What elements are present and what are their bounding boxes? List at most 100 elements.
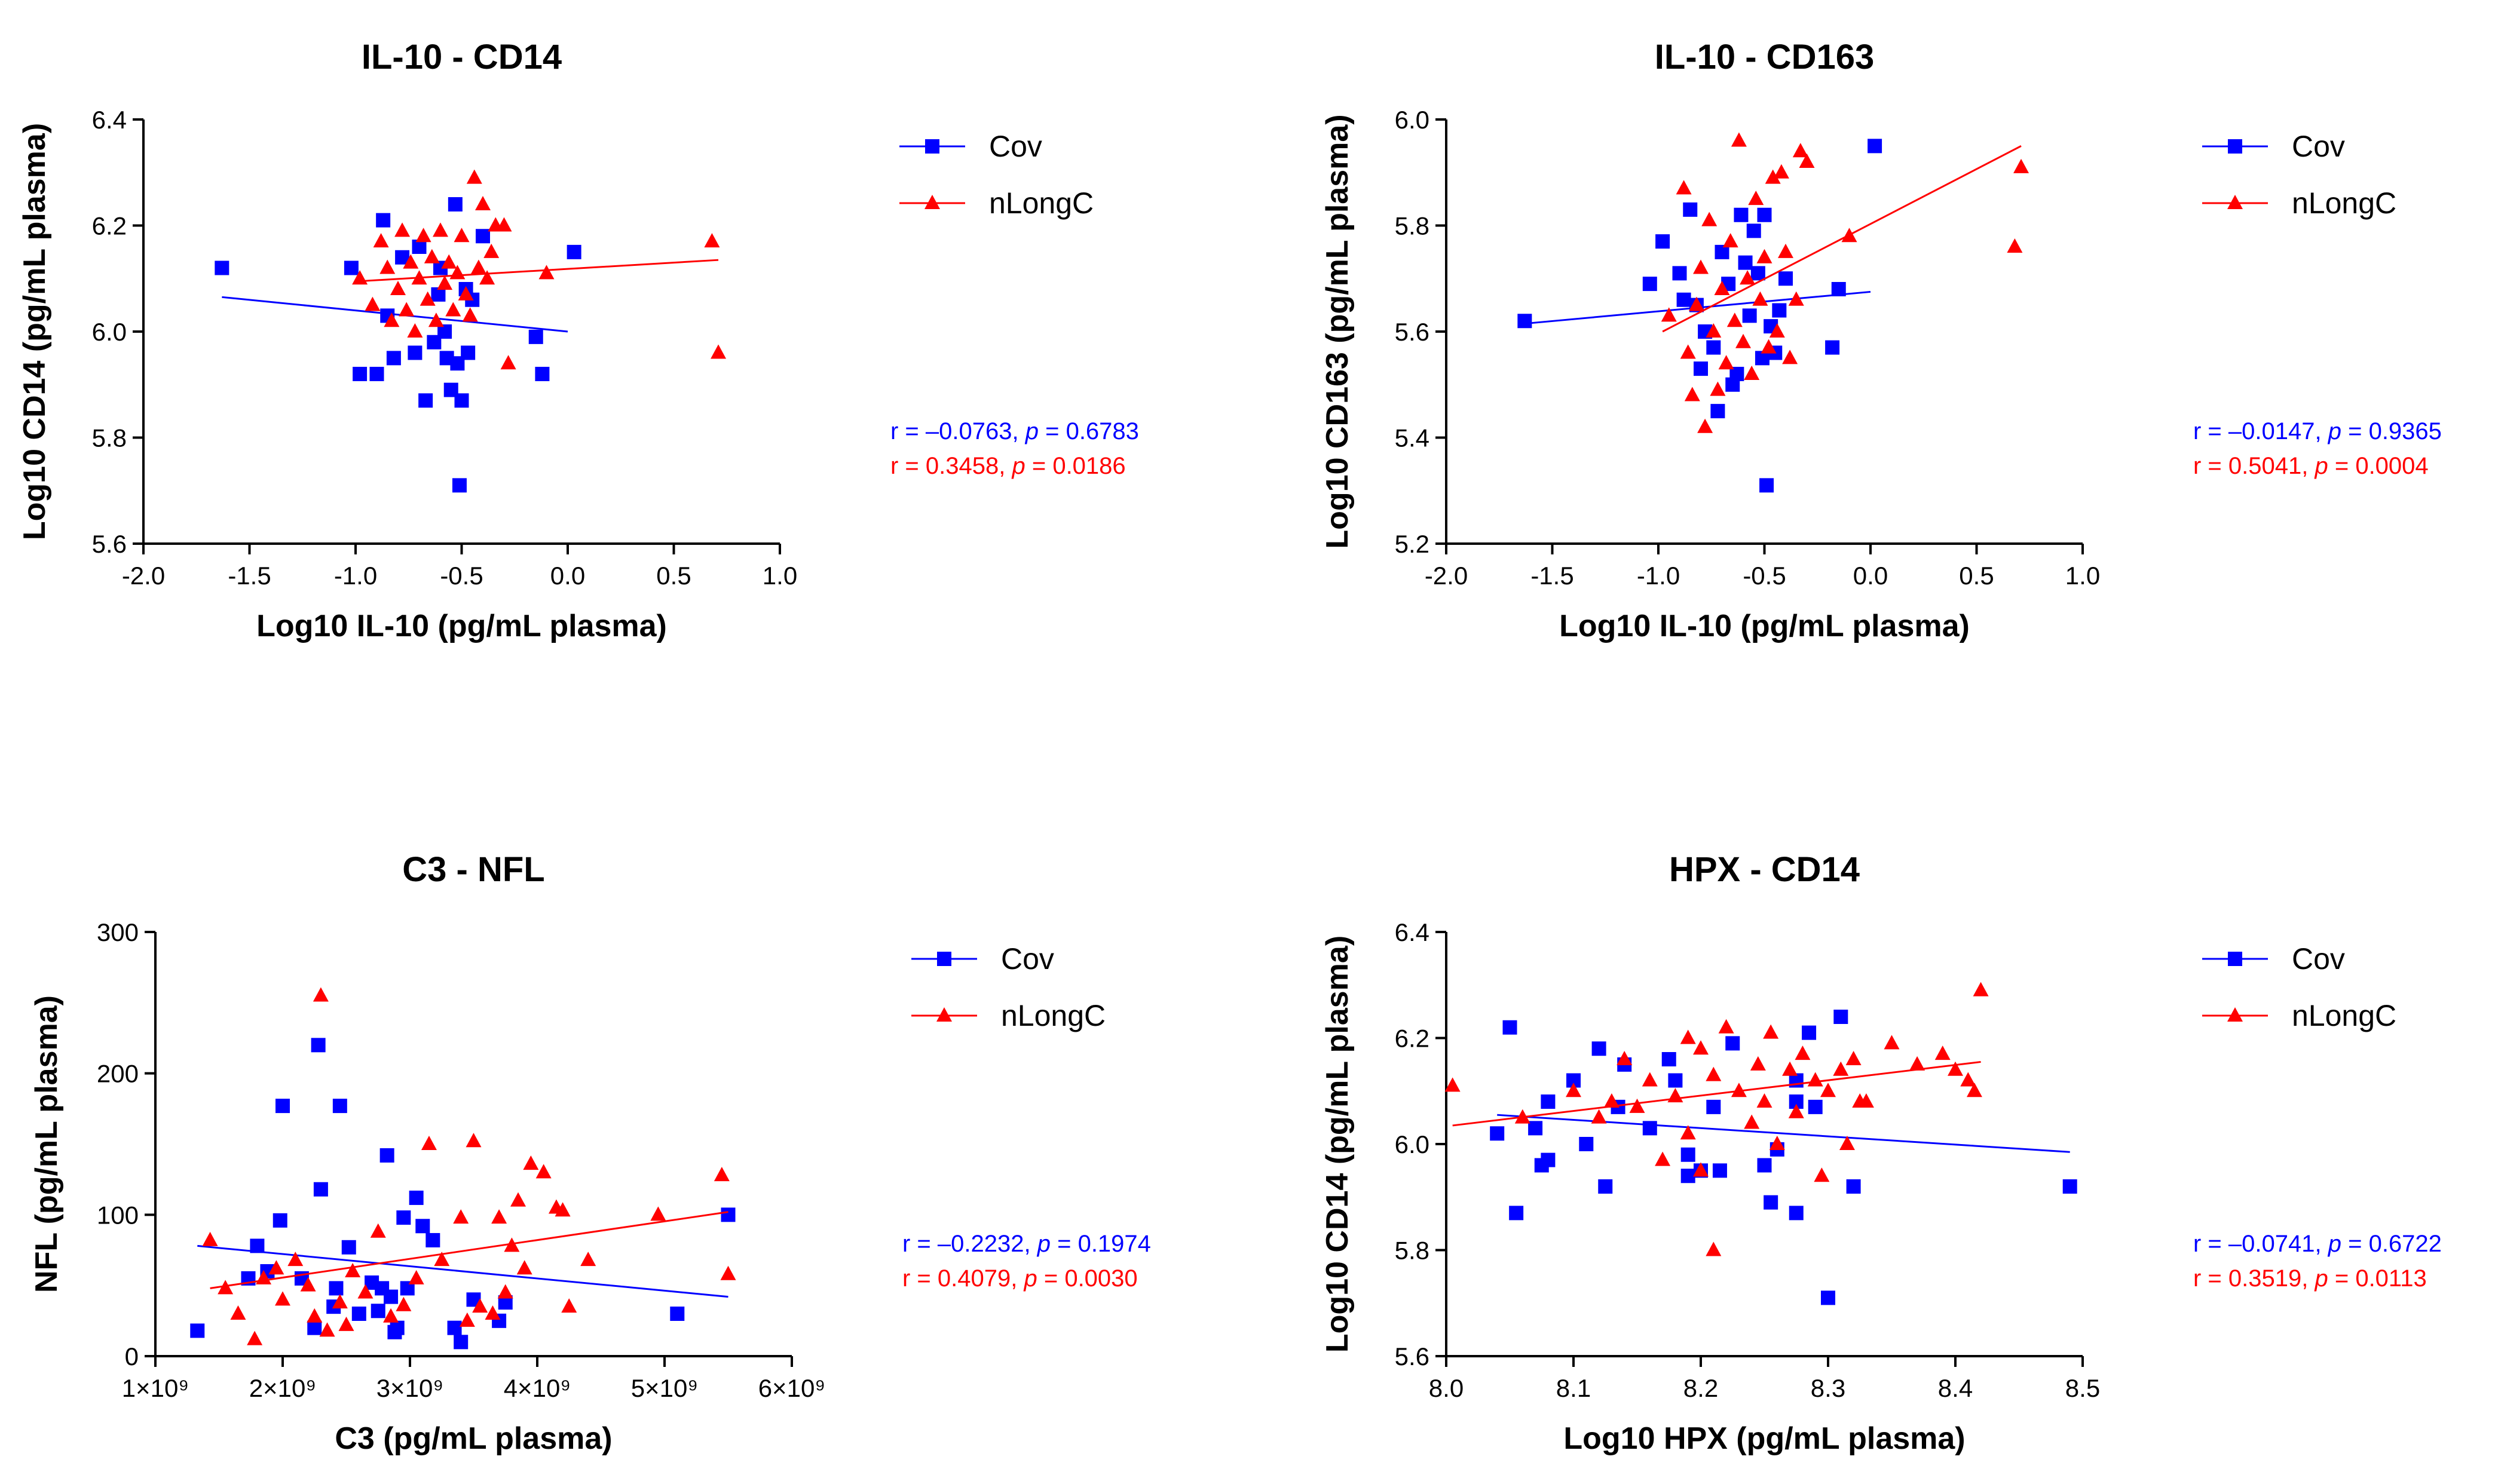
data-point: [1672, 266, 1687, 281]
data-point: [1799, 154, 1815, 168]
stat-text: r = 0.5041, p = 0.0004: [2193, 453, 2429, 479]
data-point: [1833, 1010, 1848, 1024]
y-tick-label: 0: [125, 1342, 139, 1370]
data-point: [1566, 1083, 1581, 1097]
data-point: [1846, 1179, 1861, 1194]
data-point: [711, 344, 727, 359]
data-point: [1668, 1073, 1683, 1088]
data-point: [407, 323, 423, 338]
y-tick-label: 5.2: [1395, 530, 1429, 558]
y-tick-label: 6.2: [1395, 1025, 1429, 1053]
x-tick-label: -2.0: [1425, 562, 1468, 590]
stat-p-value: = 0.6783: [1039, 418, 1139, 444]
stat-p-symbol: p: [1025, 418, 1039, 444]
data-point: [452, 478, 467, 493]
data-point: [1701, 211, 1718, 226]
data-point: [458, 286, 474, 301]
data-point: [1757, 207, 1772, 222]
series-cov: [1490, 1010, 2077, 1305]
x-tick-label: -1.0: [334, 562, 377, 590]
y-axis-label: NFL (pg/mL plasma): [29, 995, 64, 1293]
data-point: [1731, 132, 1747, 147]
data-point: [1661, 307, 1677, 322]
data-point: [1792, 143, 1808, 158]
y-tick-label: 6.2: [92, 212, 127, 240]
legend-label: Cov: [2292, 130, 2345, 163]
y-tick-label: 5.8: [1395, 212, 1429, 240]
data-point: [1744, 366, 1760, 380]
data-point: [1821, 1290, 1835, 1305]
regression-line: [1452, 1060, 1981, 1127]
regression-line: [222, 296, 568, 333]
data-point: [714, 1167, 730, 1182]
data-point: [535, 1164, 552, 1179]
data-point: [371, 1304, 385, 1319]
data-point: [1680, 344, 1696, 359]
data-point: [475, 196, 491, 210]
regression-line: [197, 1244, 728, 1298]
data-point: [1444, 1077, 1461, 1092]
chart-title: C3 - NFL: [402, 850, 544, 889]
data-point: [247, 1330, 263, 1345]
regression-line: [210, 1211, 728, 1289]
x-tick-label: 8.2: [1683, 1374, 1718, 1402]
series-cov: [215, 197, 581, 493]
data-point: [1966, 1083, 1982, 1097]
data-point: [1676, 292, 1691, 307]
data-point: [1642, 1072, 1658, 1087]
data-point: [384, 312, 400, 327]
data-point: [1694, 361, 1708, 376]
data-point: [1973, 982, 1989, 997]
data-point: [1642, 1121, 1657, 1136]
data-point: [1718, 1019, 1734, 1034]
data-point: [311, 1038, 326, 1053]
data-point: [1934, 1045, 1951, 1060]
data-point: [1778, 243, 1793, 258]
data-point: [1807, 1072, 1823, 1087]
data-point: [1579, 1137, 1594, 1151]
chart-title: IL-10 - CD14: [362, 38, 562, 76]
data-point: [670, 1307, 685, 1321]
data-point: [307, 1308, 323, 1323]
data-point: [1884, 1035, 1900, 1050]
legend-label: nLongC: [989, 186, 1094, 220]
data-point: [1756, 1093, 1772, 1108]
data-point: [1693, 259, 1709, 274]
data-point: [1661, 1052, 1676, 1066]
data-point: [1655, 1151, 1671, 1166]
x-tick-label: 8.0: [1429, 1374, 1464, 1402]
data-point: [1680, 1147, 1695, 1162]
data-point: [1502, 1020, 1517, 1035]
data-point: [497, 1284, 513, 1299]
x-tick-label: 8.5: [2065, 1374, 2100, 1402]
x-tick-label: 0.5: [1959, 562, 1994, 590]
stat-p-symbol: p: [1037, 1231, 1051, 1257]
chart-title: IL-10 - CD163: [1655, 38, 1874, 76]
data-point: [704, 233, 720, 248]
data-point: [462, 307, 478, 322]
x-tick-label: -0.5: [1743, 562, 1786, 590]
data-point: [470, 259, 486, 274]
data-point: [273, 1213, 287, 1228]
data-point: [1868, 139, 1882, 154]
stat-p-symbol: p: [1023, 1265, 1037, 1292]
y-axis-label: Log10 CD14 (pg/mL plasma): [17, 123, 52, 540]
x-tick-label: 0.0: [550, 562, 585, 590]
data-point: [1782, 349, 1798, 364]
data-point: [396, 1296, 412, 1311]
data-point: [1617, 1051, 1633, 1065]
x-tick-label: 4×10⁹: [504, 1374, 571, 1402]
y-axis-label: Log10 CD14 (pg/mL plasma): [1320, 936, 1355, 1353]
data-point: [1629, 1098, 1645, 1113]
data-point: [1591, 1041, 1606, 1056]
x-tick-label: 1.0: [763, 562, 797, 590]
data-point: [1740, 270, 1756, 285]
data-point: [472, 1298, 488, 1313]
data-point: [1718, 355, 1734, 370]
legend-label: nLongC: [2292, 186, 2396, 220]
data-point: [313, 1182, 328, 1197]
legend-label: Cov: [2292, 942, 2345, 976]
data-point: [1765, 169, 1781, 184]
data-point: [1490, 1126, 1505, 1141]
data-point: [454, 1335, 469, 1350]
